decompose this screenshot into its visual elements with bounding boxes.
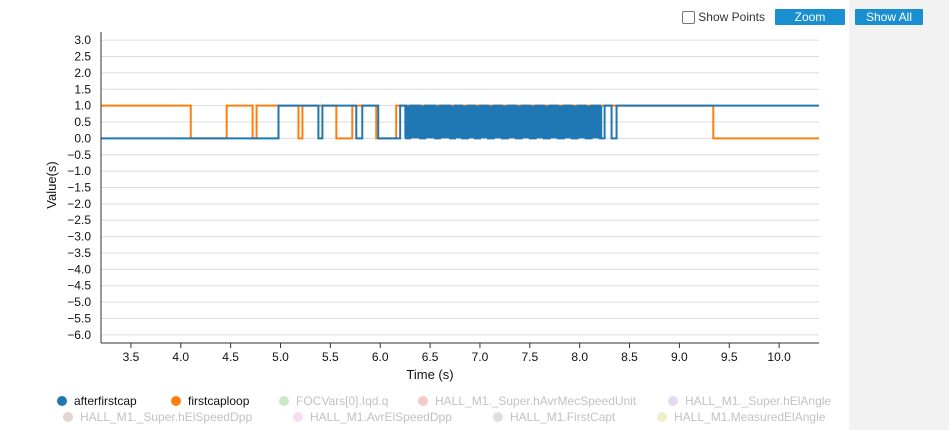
legend-marker <box>57 396 67 406</box>
x-tick-label: 6.0 <box>372 350 389 364</box>
legend-item[interactable]: afterfirstcap <box>57 394 137 408</box>
y-tick-label: 1.5 <box>74 82 91 96</box>
x-tick-label: 4.5 <box>222 350 239 364</box>
legend-item[interactable]: HALL_M1._Super.hAvrMecSpeedUnit <box>418 394 637 408</box>
legend-label: HALL_M1.FirstCapt <box>510 410 616 424</box>
y-tick-label: −1.0 <box>67 164 91 178</box>
x-tick-label: 9.5 <box>721 350 738 364</box>
legend-label: HALL_M1.MeasuredElAngle <box>674 410 826 424</box>
legend-item[interactable]: HALL_M1._Super.hElSpeedDpp <box>63 410 252 424</box>
y-tick-labels: 3.0 2.5 2.0 1.5 1.0 0.5 0.0 −0.5 −1.0 −1.5 −2.0 −2.… <box>67 33 91 342</box>
grid <box>101 39 819 348</box>
x-tick-label: 10.0 <box>767 350 791 364</box>
legend-item[interactable]: FOCVars[0].Iqd.q <box>279 394 388 408</box>
y-tick-label: 3.0 <box>74 33 91 47</box>
legend-label: afterfirstcap <box>74 394 137 408</box>
y-tick-label: −2.5 <box>67 213 91 227</box>
x-tick-label: 4.0 <box>172 350 189 364</box>
y-tick-label: −3.5 <box>67 246 91 260</box>
show-all-button[interactable]: Show All <box>855 9 923 25</box>
x-tick-label: 8.5 <box>621 350 638 364</box>
legend-marker <box>63 412 73 422</box>
x-tick-label: 5.0 <box>272 350 289 364</box>
y-tick-label: 1.0 <box>74 99 91 113</box>
chart-panel <box>0 0 849 430</box>
y-tick-label: −4.0 <box>67 262 91 276</box>
legend-item[interactable]: HALL_M1._Super.hElAngle <box>668 394 831 408</box>
chart-toolbar: Show Points Zoom Show All <box>682 8 923 26</box>
legend-item[interactable]: HALL_M1.MeasuredElAngle <box>657 410 826 424</box>
y-tick-label: 0.0 <box>74 131 91 145</box>
x-tick-label: 3.5 <box>123 350 140 364</box>
y-tick-label: −3.0 <box>67 230 91 244</box>
legend-marker <box>657 412 667 422</box>
y-tick-label: −4.5 <box>67 279 91 293</box>
legend-marker <box>171 396 181 406</box>
y-axis-title: Value(s) <box>44 161 59 208</box>
legend-label: firstcaploop <box>188 394 250 408</box>
x-tick-label: 7.0 <box>472 350 489 364</box>
x-tick-labels: 3.5 4.0 4.5 5.0 5.5 6.0 6.5 7.0 7.5 8.0 8.5 9.0 9.5 1… <box>123 350 792 364</box>
x-axis-title: Time (s) <box>406 367 453 382</box>
legend-marker <box>418 396 428 406</box>
legend-label: HALL_M1._Super.hAvrMecSpeedUnit <box>435 394 637 408</box>
y-tick-label: −2.0 <box>67 197 91 211</box>
y-tick-label: 0.5 <box>74 115 91 129</box>
y-tick-label: 2.5 <box>74 50 91 64</box>
legend-label: HALL_M1._Super.hElSpeedDpp <box>80 410 252 424</box>
show-points-toggle[interactable]: Show Points <box>682 10 765 24</box>
legend-item[interactable]: HALL_M1.AvrElSpeedDpp <box>293 410 452 424</box>
x-tick-label: 8.0 <box>571 350 588 364</box>
x-tick-label: 5.5 <box>322 350 339 364</box>
y-tick-label: −0.5 <box>67 148 91 162</box>
series-line-firstcaploop <box>101 104 819 140</box>
legend-label: FOCVars[0].Iqd.q <box>296 394 388 408</box>
legend: afterfirstcap firstcaploop FOCVars[0].Iqd.… <box>57 394 831 424</box>
x-tick-label: 7.5 <box>521 350 538 364</box>
legend-marker <box>668 396 678 406</box>
legend-marker <box>279 396 289 406</box>
x-tick-label: 6.5 <box>422 350 439 364</box>
zoom-button[interactable]: Zoom <box>775 9 845 25</box>
legend-item[interactable]: HALL_M1.FirstCapt <box>493 410 616 424</box>
show-points-checkbox[interactable] <box>682 10 696 24</box>
series-dense-afterfirstcap <box>404 105 603 139</box>
y-tick-label: −1.5 <box>67 181 91 195</box>
x-tick-label: 9.0 <box>671 350 688 364</box>
y-tick-label: −6.0 <box>67 328 91 342</box>
series-layer <box>101 104 819 140</box>
legend-item[interactable]: firstcaploop <box>171 394 250 408</box>
legend-label: HALL_M1.AvrElSpeedDpp <box>310 410 452 424</box>
legend-marker <box>293 412 303 422</box>
legend-label: HALL_M1._Super.hElAngle <box>685 394 831 408</box>
show-points-label: Show Points <box>698 10 765 24</box>
y-tick-label: 2.0 <box>74 66 91 80</box>
y-tick-label: −5.0 <box>67 295 91 309</box>
legend-marker <box>493 412 503 422</box>
y-tick-label: −5.5 <box>67 311 91 325</box>
